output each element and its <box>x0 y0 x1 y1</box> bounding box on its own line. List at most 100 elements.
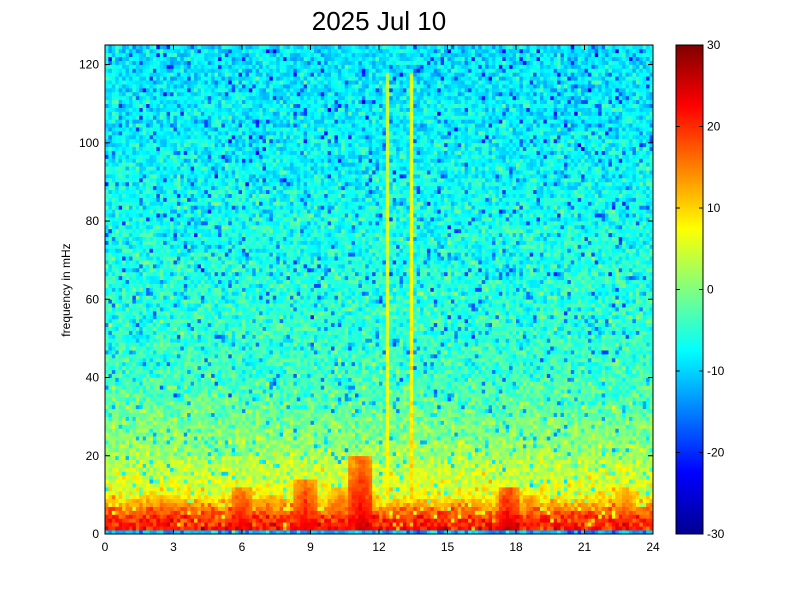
heatmap-cell <box>224 240 229 245</box>
heatmap-cell <box>197 373 202 378</box>
heatmap-cell <box>221 311 226 316</box>
heatmap-cell <box>197 502 202 507</box>
heatmap-cell <box>190 428 195 433</box>
heatmap-cell <box>207 244 212 249</box>
heatmap-cell <box>152 311 157 316</box>
heatmap-cell <box>163 463 167 468</box>
heatmap-cell <box>122 510 126 515</box>
heatmap-cell <box>122 287 126 292</box>
heatmap-cell <box>122 318 126 324</box>
heatmap-cell <box>149 357 154 363</box>
heatmap-cell <box>139 252 144 257</box>
heatmap-cell <box>221 236 226 241</box>
heatmap-cell <box>204 416 209 421</box>
heatmap-cell <box>163 64 167 69</box>
heatmap-cell <box>128 354 133 359</box>
heatmap-cell <box>122 342 126 347</box>
heatmap-cell <box>105 295 109 300</box>
heatmap-cell <box>187 95 191 101</box>
heatmap-cell <box>183 393 188 398</box>
heatmap-cell <box>128 408 133 414</box>
heatmap-cell <box>105 287 109 292</box>
heatmap-cell <box>218 361 222 367</box>
heatmap-cell <box>183 111 188 116</box>
heatmap-cell <box>231 498 236 504</box>
heatmap-cell <box>180 381 185 386</box>
heatmap-cell <box>173 487 178 492</box>
heatmap-cell <box>118 299 123 304</box>
heatmap-cell <box>176 365 181 371</box>
heatmap-cell <box>183 494 188 500</box>
heatmap-cell <box>166 275 171 281</box>
heatmap-cell <box>228 510 233 515</box>
heatmap-cell <box>152 134 157 140</box>
heatmap-cell <box>235 103 239 108</box>
heatmap-cell <box>139 279 144 284</box>
heatmap-cell <box>170 193 174 198</box>
heatmap-cell <box>238 80 243 85</box>
heatmap-cell <box>204 299 209 304</box>
heatmap-cell <box>204 287 209 292</box>
heatmap-cell <box>228 64 233 69</box>
heatmap-cell <box>135 264 140 269</box>
heatmap-cell <box>173 197 178 202</box>
heatmap-cell <box>139 217 144 222</box>
heatmap-cell <box>152 471 157 476</box>
heatmap-cell <box>139 221 144 226</box>
heatmap-cell <box>231 72 236 77</box>
heatmap-cell <box>152 400 157 406</box>
heatmap-cell <box>156 440 161 445</box>
heatmap-cell <box>156 451 161 457</box>
heatmap-cell <box>111 131 116 136</box>
heatmap-cell <box>122 428 126 433</box>
heatmap-cell <box>135 134 140 140</box>
heatmap-cell <box>146 205 150 210</box>
heatmap-cell <box>187 154 191 159</box>
heatmap-cell <box>221 326 226 331</box>
heatmap-cell <box>163 420 167 425</box>
heatmap-cell <box>152 217 157 222</box>
heatmap-cell <box>135 483 140 488</box>
heatmap-cell <box>111 103 116 108</box>
heatmap-cell <box>105 95 109 101</box>
heatmap-cell <box>166 138 171 144</box>
heatmap-cell <box>139 428 144 433</box>
heatmap-cell <box>105 119 109 124</box>
heatmap-cell <box>146 322 150 328</box>
heatmap-cell <box>166 526 171 531</box>
heatmap-cell <box>194 76 198 81</box>
heatmap-cell <box>128 346 133 351</box>
heatmap-cell <box>108 252 113 257</box>
heatmap-cell <box>170 72 174 77</box>
heatmap-cell <box>156 134 161 140</box>
heatmap-cell <box>187 115 191 120</box>
heatmap-cell <box>163 490 167 496</box>
heatmap-cell <box>214 174 219 179</box>
heatmap-cell <box>176 131 181 136</box>
heatmap-cell <box>115 260 120 265</box>
heatmap-cell <box>235 131 239 136</box>
heatmap-cell <box>115 522 120 527</box>
heatmap-cell <box>115 185 120 191</box>
heatmap-cell <box>187 123 191 128</box>
heatmap-cell <box>190 84 195 89</box>
heatmap-cell <box>214 350 219 355</box>
heatmap-cell <box>105 275 109 281</box>
heatmap-cell <box>139 76 144 81</box>
heatmap-cell <box>170 389 174 394</box>
heatmap-cell <box>115 447 120 453</box>
heatmap-cell <box>149 463 154 468</box>
heatmap-cell <box>194 201 198 206</box>
heatmap-cell <box>156 91 161 97</box>
heatmap-cell <box>128 80 133 85</box>
heatmap-cell <box>139 487 144 492</box>
heatmap-cell <box>218 48 222 54</box>
heatmap-cell <box>197 455 202 461</box>
heatmap-cell <box>211 471 215 476</box>
heatmap-cell <box>142 221 147 226</box>
heatmap-cell <box>156 146 161 151</box>
heatmap-cell <box>152 91 157 97</box>
heatmap-cell <box>166 181 171 187</box>
heatmap-cell <box>194 84 198 89</box>
heatmap-cell <box>204 483 209 488</box>
